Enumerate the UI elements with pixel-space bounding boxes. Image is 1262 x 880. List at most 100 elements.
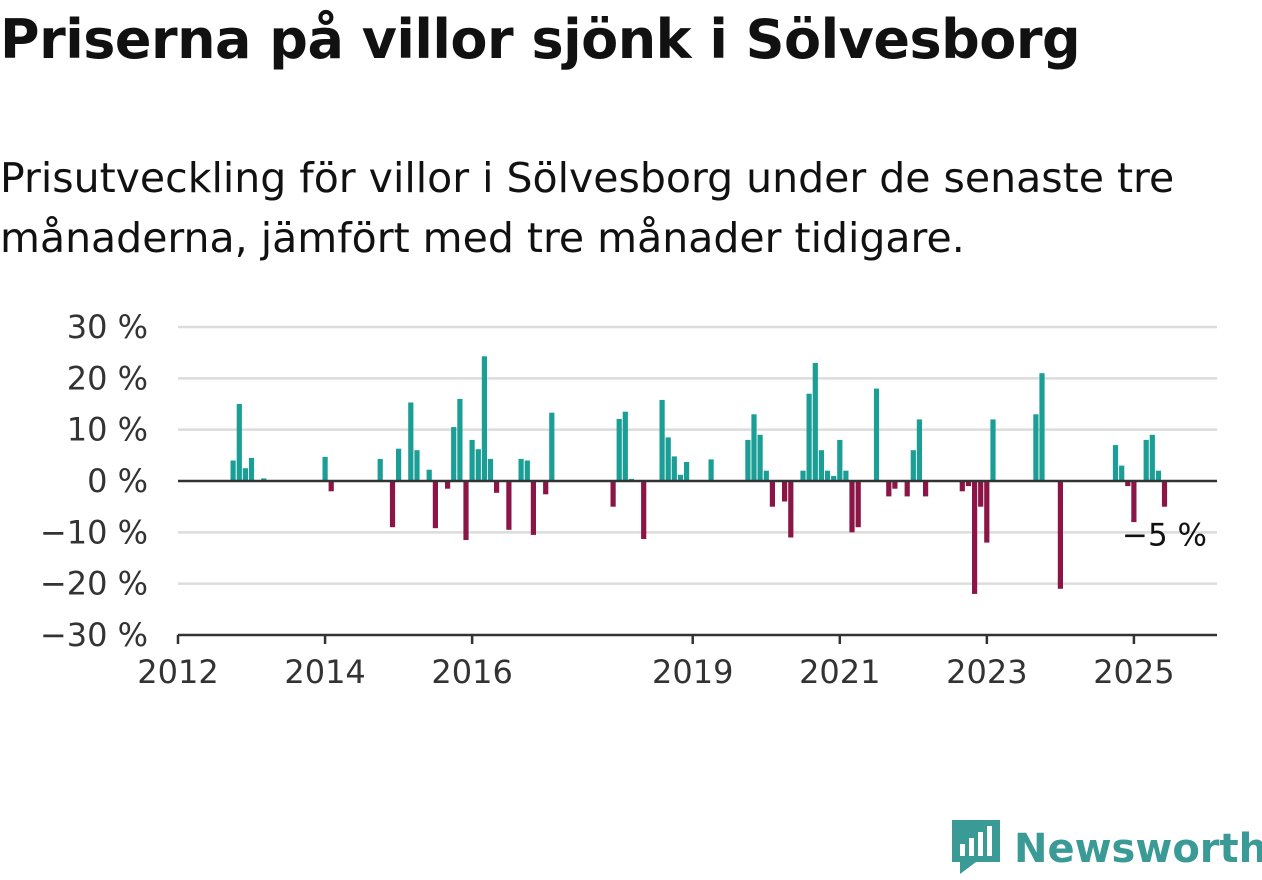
bar	[426, 469, 432, 481]
bar	[1155, 470, 1161, 481]
bar	[978, 481, 984, 507]
x-tick-label: 2016	[431, 653, 512, 691]
bar	[481, 356, 487, 481]
brand-name: Newsworthy	[1014, 826, 1262, 872]
bar	[782, 481, 788, 502]
bar	[1125, 481, 1131, 487]
bar	[788, 481, 794, 538]
bar	[261, 478, 267, 481]
bar	[763, 470, 769, 481]
chart-title: Priserna på villor sjönk i Sölvesborg	[0, 8, 1081, 71]
bar	[959, 481, 965, 492]
bar	[1112, 445, 1119, 481]
bars	[230, 356, 1168, 594]
bar	[463, 481, 469, 540]
bar	[837, 439, 843, 481]
bar	[892, 481, 898, 489]
bar-chart: 30 % 20 % 10 % 0 % −10 % −20 % −30 %2012 2014 20…	[40, 308, 1217, 691]
bar	[818, 450, 824, 481]
bar	[506, 481, 512, 530]
bar	[396, 448, 402, 481]
bar	[524, 460, 530, 481]
bar	[432, 481, 438, 529]
bar	[916, 419, 922, 481]
bar	[408, 402, 414, 481]
bar	[1039, 373, 1045, 481]
bar	[445, 481, 451, 489]
y-tick-label: −30 %	[40, 616, 148, 654]
y-tick-label: 0 %	[87, 462, 148, 500]
bar	[757, 434, 763, 481]
bar	[806, 393, 812, 481]
bar	[671, 456, 677, 481]
bar	[849, 481, 855, 533]
bar	[328, 481, 334, 492]
chart-subtitle: Prisutveckling för villor i Sölvesborg u…	[0, 154, 1175, 262]
bar	[873, 388, 880, 481]
bar	[236, 404, 242, 481]
bar	[610, 481, 616, 507]
y-tick-label: −20 %	[40, 565, 148, 603]
bar	[543, 481, 549, 495]
x-tick-label: 2019	[652, 653, 733, 691]
x-tick-label: 2012	[137, 653, 218, 691]
bar	[751, 414, 757, 481]
bar	[677, 474, 684, 481]
brand-logo: Newsworthy	[950, 818, 1262, 880]
bar	[549, 412, 555, 481]
bar	[622, 411, 628, 481]
bar	[518, 458, 524, 481]
bar	[457, 398, 463, 481]
bar	[855, 481, 861, 528]
bar	[230, 460, 236, 481]
bar	[904, 481, 910, 497]
bar	[984, 481, 990, 543]
last-value-label: −5 %	[1122, 518, 1207, 554]
axes	[176, 479, 1217, 644]
newsworthy-logo-icon	[950, 818, 1002, 880]
bar	[1149, 434, 1155, 481]
y-tick-label: −10 %	[40, 513, 148, 551]
bar	[990, 419, 996, 481]
bar	[530, 481, 536, 535]
bar	[494, 481, 500, 493]
y-tick-label: 20 %	[67, 359, 148, 397]
y-tick-label: 10 %	[67, 411, 148, 449]
bar	[972, 481, 978, 594]
bar	[469, 439, 475, 481]
bar	[965, 481, 972, 487]
x-tick-label: 2014	[284, 653, 365, 691]
bar	[659, 399, 665, 481]
y-tick-label: 30 %	[67, 308, 148, 346]
x-tick-label: 2025	[1093, 653, 1174, 691]
x-tick-label: 2021	[799, 653, 880, 691]
bar	[831, 475, 837, 481]
bar	[322, 456, 328, 481]
bar	[1161, 481, 1168, 507]
bar	[843, 470, 849, 481]
bar	[665, 437, 671, 481]
bar	[708, 459, 714, 481]
bar	[1119, 465, 1125, 481]
bar	[475, 449, 481, 481]
bar	[616, 418, 622, 481]
bar	[910, 450, 916, 481]
bar	[242, 468, 248, 481]
bar	[745, 439, 751, 481]
bar	[487, 458, 494, 481]
bar	[377, 458, 383, 481]
bar	[641, 481, 647, 539]
bar	[1131, 481, 1137, 523]
bar	[414, 450, 420, 481]
bar	[1033, 414, 1039, 481]
bar	[812, 362, 818, 481]
labels: 30 % 20 % 10 % 0 % −10 % −20 % −30 %2012 2014 20…	[40, 308, 1207, 691]
bar	[389, 481, 396, 528]
bar	[824, 470, 831, 481]
x-tick-label: 2023	[946, 653, 1027, 691]
bar	[886, 481, 892, 497]
bar	[800, 470, 806, 481]
bar	[1143, 439, 1149, 481]
bar	[451, 427, 457, 481]
bar	[248, 457, 255, 481]
